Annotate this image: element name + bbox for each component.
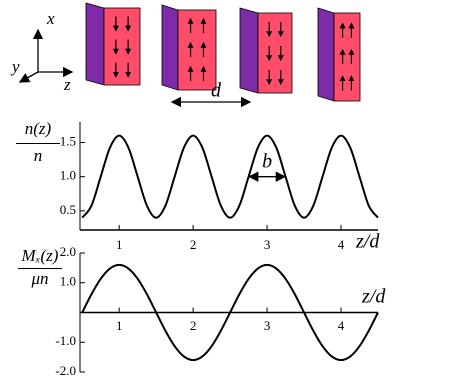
slab-side	[239, 7, 259, 94]
slab-front	[103, 7, 141, 86]
y-tick-label: -1.0	[55, 333, 76, 348]
x-label: z/d	[355, 231, 380, 253]
triad-y-label: y	[10, 57, 20, 76]
spacing-label: d	[211, 80, 222, 102]
y-tick-label: 2.0	[60, 244, 76, 259]
x-label: z/d	[361, 286, 386, 308]
x-tick-label: 4	[338, 237, 345, 252]
x-tick-label: 2	[190, 318, 197, 333]
x-tick-label: 1	[116, 237, 123, 252]
slab-side	[317, 7, 335, 102]
y-label-denominator: n	[34, 146, 43, 165]
triad-z-label: z	[63, 75, 71, 94]
y-tick-label: 1.0	[60, 274, 76, 289]
y-label-numerator: Mₓ(z)	[21, 246, 59, 265]
y-label-numerator: n(z)	[25, 119, 52, 138]
x-tick-label: 4	[338, 318, 345, 333]
slab-front	[333, 12, 361, 102]
curve	[81, 263, 379, 362]
x-tick-label: 3	[264, 237, 271, 252]
slab-side	[85, 2, 105, 86]
curve	[81, 134, 379, 219]
y-label-denominator: μn	[30, 269, 48, 288]
x-tick-label: 3	[264, 318, 271, 333]
triad-x-label: x	[46, 9, 55, 28]
y-tick-label: 1.0	[60, 168, 76, 183]
axis-triad	[18, 28, 74, 83]
y-tick-label: -2.0	[55, 363, 76, 378]
x-tick-label: 2	[190, 237, 197, 252]
width-label: b	[262, 150, 272, 172]
slab-front	[257, 12, 293, 94]
y-tick-label: 0.5	[60, 202, 76, 217]
y-tick-label: 1.5	[60, 133, 76, 148]
magnet-slabs	[85, 2, 361, 102]
slab-side	[161, 4, 179, 91]
x-tick-label: 1	[116, 318, 123, 333]
slab-front	[177, 9, 217, 91]
triad-y	[18, 71, 39, 83]
